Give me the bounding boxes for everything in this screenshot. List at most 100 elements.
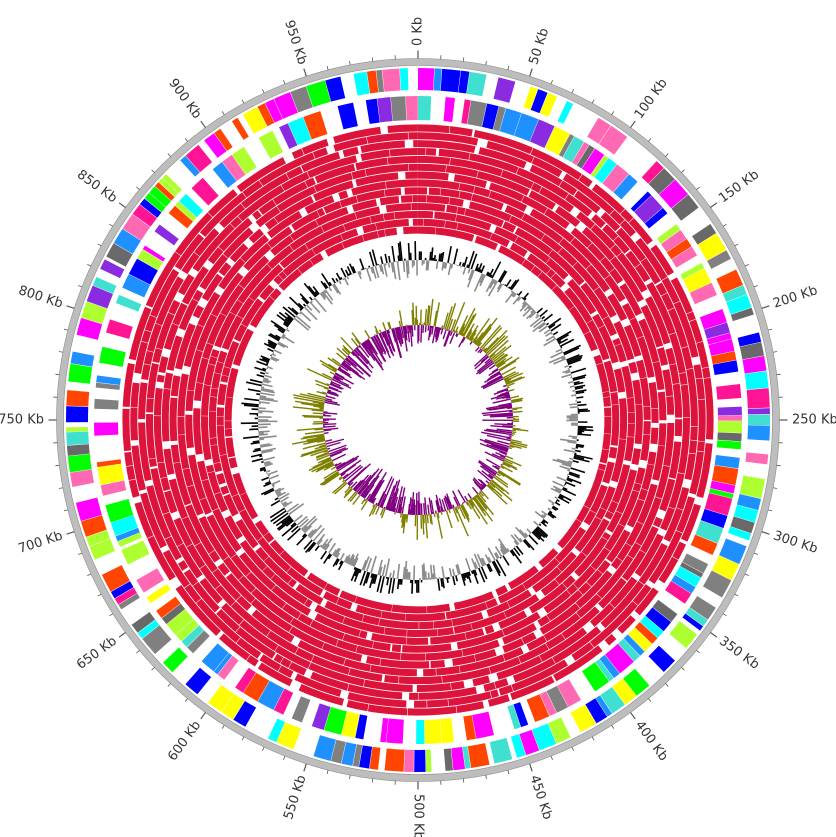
blast-hit: [177, 373, 189, 417]
gc-skew-bar: [318, 407, 324, 410]
gc-skew-bar: [455, 333, 459, 338]
gc-skew-bar: [395, 327, 401, 344]
gc-skew-bar: [321, 372, 333, 380]
gc-content-bar: [521, 297, 524, 299]
gc-skew-bar: [304, 430, 324, 435]
blast-hit: [255, 546, 269, 562]
gc-skew-bar: [448, 509, 451, 514]
gc-skew-bar: [374, 325, 379, 334]
cds-forward-20: [722, 285, 747, 302]
blast-hit: [225, 573, 256, 604]
gc-content-bar: [531, 531, 541, 541]
gc-skew-bar: [449, 332, 456, 344]
gc-skew-bar: [484, 439, 510, 448]
blast-hit: [163, 490, 178, 514]
gc-content-bar: [282, 322, 289, 328]
gc-skew-bar: [325, 439, 333, 442]
cds-reverse-92: [175, 619, 199, 642]
gc-skew-bar: [506, 382, 515, 387]
blast-hit: [537, 271, 557, 291]
gc-skew-bar: [386, 330, 395, 352]
blast-hit: [531, 156, 563, 178]
blast-hit: [290, 617, 339, 647]
cds-forward-37: [719, 538, 747, 565]
blast-hit: [456, 629, 505, 650]
minor-tick: [734, 243, 739, 247]
blast-hit: [379, 195, 400, 206]
blast-hit: [206, 313, 227, 345]
gc-skew-bar: [394, 512, 396, 515]
gc-content-bar: [567, 475, 570, 478]
gc-content-bar: [374, 265, 380, 278]
scale-label: 950 Kb: [281, 18, 309, 66]
gc-content-bar: [301, 297, 309, 305]
minor-tick: [744, 573, 749, 576]
gc-skew-bar: [477, 348, 482, 354]
gc-skew-bar: [367, 338, 379, 355]
cds-reverse-40: [716, 440, 742, 450]
blast-hit: [128, 306, 152, 361]
gc-content-bar: [552, 505, 559, 511]
gc-content-bar: [425, 260, 428, 271]
gc-skew-bar: [483, 440, 509, 451]
blast-hit: [602, 391, 611, 398]
gc-skew-bar: [326, 383, 330, 386]
gc-skew-bar: [316, 454, 330, 461]
cds-forward-77: [142, 625, 172, 655]
gc-content-bar: [429, 564, 433, 580]
gc-skew-bar: [337, 367, 351, 377]
gc-content-bar: [451, 568, 456, 576]
blast-hit: [616, 227, 646, 262]
gc-content-bar: [269, 333, 281, 341]
cds-forward-103: [113, 228, 141, 254]
gc-content-bar: [554, 496, 558, 500]
gc-skew-bar: [481, 431, 512, 439]
cds-reverse-107: [94, 398, 119, 410]
minor-tick: [262, 89, 265, 94]
gc-content-bar: [392, 570, 395, 579]
blast-hit: [676, 487, 690, 510]
gc-skew-bar: [462, 314, 475, 337]
blast-hit: [362, 614, 380, 626]
blast-hit: [370, 664, 417, 677]
minor-tick: [78, 552, 83, 555]
blast-hit: [343, 216, 372, 232]
blast-hit: [150, 468, 170, 515]
gc-skew-bar: [323, 450, 329, 453]
blast-hit: [409, 692, 419, 700]
gc-content-bar: [525, 310, 536, 320]
gc-content-bar: [433, 255, 436, 261]
blast-hit: [294, 673, 342, 697]
gc-content-bar: [264, 461, 272, 466]
gc-skew-bar: [330, 381, 334, 385]
blast-hit: [581, 226, 616, 261]
blast-hit: [418, 155, 451, 165]
gc-content-bar: [519, 537, 523, 542]
cds-reverse-121: [191, 177, 219, 206]
gc-content-bar: [407, 243, 411, 261]
gc-skew-bar: [478, 459, 498, 474]
cds-forward-90: [66, 444, 90, 456]
gc-content-bar: [358, 270, 362, 275]
blast-hit: [561, 606, 600, 640]
gc-skew-bar: [343, 488, 354, 499]
blast-hit: [622, 302, 636, 321]
gc-content-bar: [320, 550, 328, 560]
blast-hit: [532, 566, 562, 593]
blast-hit: [458, 183, 475, 194]
gc-content-bar: [450, 263, 454, 269]
cds-reverse-120: [179, 193, 204, 218]
gc-skew-bar: [493, 476, 509, 489]
gc-skew-bar: [491, 444, 509, 452]
blast-hit: [278, 271, 288, 280]
gc-skew-bar: [369, 480, 383, 503]
blast-hit: [521, 213, 564, 244]
cds-forward-30: [747, 425, 770, 441]
minor-tick: [723, 613, 727, 617]
gc-content-bar: [563, 347, 580, 356]
gc-content-bar: [299, 310, 312, 322]
blast-hit: [232, 472, 247, 496]
major-tick: [66, 531, 75, 535]
blast-hit: [604, 275, 626, 302]
blast-hit: [174, 233, 205, 270]
